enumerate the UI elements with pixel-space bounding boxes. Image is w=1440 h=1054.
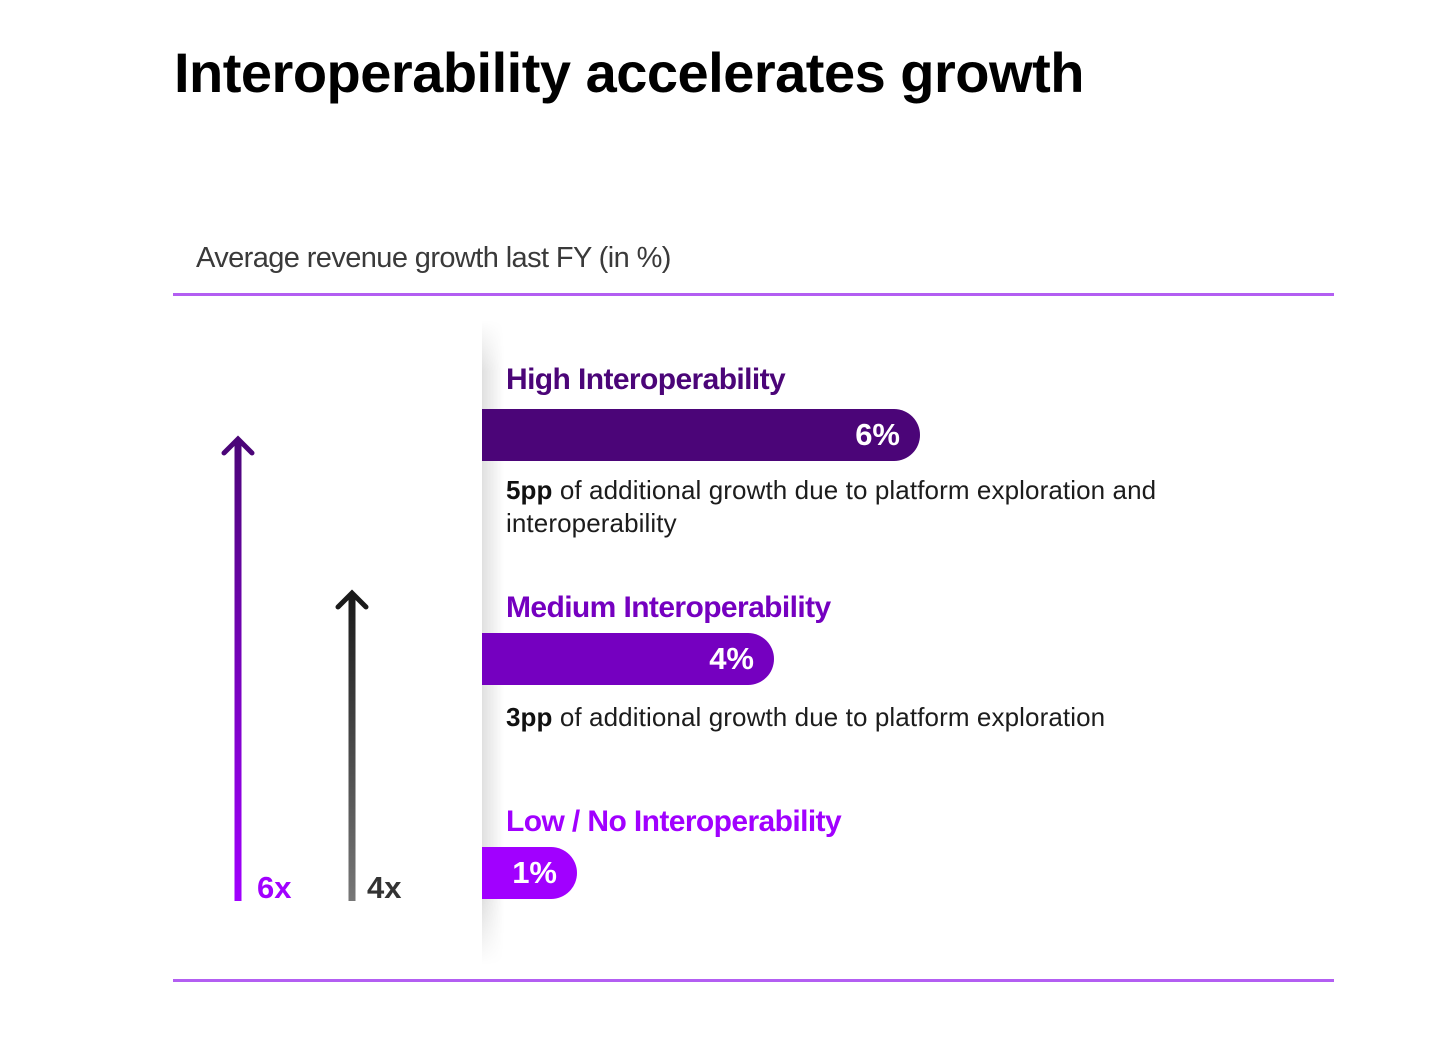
annotation-high-bold: 5pp — [506, 475, 553, 505]
category-label-medium: Medium Interoperability — [506, 591, 831, 624]
annotation-medium: 3pp of additional growth due to platform… — [506, 701, 1246, 734]
arrow-shaft-6x — [234, 439, 242, 901]
bar-high: 6% — [482, 409, 920, 461]
bar-low: 1% — [482, 847, 577, 899]
bar-medium: 4% — [482, 633, 774, 685]
bar-value-high: 6% — [855, 417, 900, 452]
arrow-shaft-4x — [348, 593, 356, 901]
bar-value-medium: 4% — [709, 641, 754, 676]
bar-value-low: 1% — [512, 855, 557, 890]
arrow-head-6x — [221, 435, 255, 456]
category-label-high: High Interoperability — [506, 363, 786, 396]
annotation-high-text: of additional growth due to platform exp… — [506, 475, 1157, 538]
multiplier-label-6x: 6x — [257, 870, 292, 905]
chart-subtitle: Average revenue growth last FY (in %) — [196, 242, 671, 274]
annotation-medium-bold: 3pp — [506, 702, 553, 732]
bottom-divider — [173, 979, 1334, 982]
multiplier-label-4x: 4x — [367, 870, 402, 905]
chart-title: Interoperability accelerates growth — [174, 41, 1084, 104]
arrow-head-4x — [335, 589, 369, 610]
annotation-high: 5pp of additional growth due to platform… — [506, 474, 1246, 540]
top-divider — [173, 293, 1334, 296]
category-label-low: Low / No Interoperability — [506, 805, 842, 838]
annotation-medium-text: of additional growth due to platform exp… — [552, 702, 1106, 732]
